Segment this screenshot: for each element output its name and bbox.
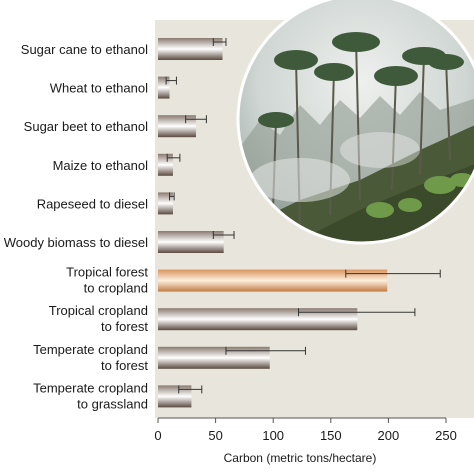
x-tick-label: 0 bbox=[154, 428, 161, 443]
bar bbox=[158, 76, 170, 99]
category-label: Rapeseed to diesel bbox=[37, 196, 148, 211]
category-label: Temperate cropland bbox=[33, 380, 148, 395]
bar bbox=[158, 346, 270, 369]
photo-border bbox=[236, 0, 474, 245]
category-label: to grassland bbox=[77, 396, 148, 411]
category-label: to forest bbox=[101, 319, 148, 334]
category-label: Tropical cropland bbox=[49, 303, 148, 318]
bar bbox=[158, 308, 358, 331]
category-label: Sugar beet to ethanol bbox=[24, 119, 148, 134]
bar bbox=[158, 192, 173, 215]
category-label: Wheat to ethanol bbox=[50, 81, 148, 96]
category-label: Maize to ethanol bbox=[53, 158, 149, 173]
x-axis-ticks: 0 50 100 150 200 250 bbox=[154, 418, 457, 443]
x-axis-label: Carbon (metric tons/hectare) bbox=[224, 451, 377, 465]
x-tick-label: 100 bbox=[262, 428, 284, 443]
x-tick-label: 150 bbox=[320, 428, 342, 443]
category-labels: Sugar cane to ethanol Wheat to ethanol Sug… bbox=[4, 42, 149, 411]
bars-layer bbox=[158, 38, 441, 408]
bar bbox=[158, 385, 192, 408]
category-label: Sugar cane to ethanol bbox=[21, 42, 148, 57]
x-tick-label: 50 bbox=[208, 428, 222, 443]
tropical-forest-photo bbox=[238, 0, 474, 243]
category-label: Tropical forest bbox=[66, 265, 148, 280]
bar bbox=[158, 115, 197, 138]
category-label: Temperate cropland bbox=[33, 342, 148, 357]
bar bbox=[158, 269, 388, 292]
category-label: Woody biomass to diesel bbox=[4, 235, 148, 250]
x-tick-label: 250 bbox=[435, 428, 457, 443]
category-label: to cropland bbox=[84, 281, 148, 296]
bar bbox=[158, 231, 224, 253]
category-label: to forest bbox=[101, 358, 148, 373]
x-tick-label: 200 bbox=[378, 428, 400, 443]
bar bbox=[158, 38, 223, 60]
bar bbox=[158, 153, 173, 176]
